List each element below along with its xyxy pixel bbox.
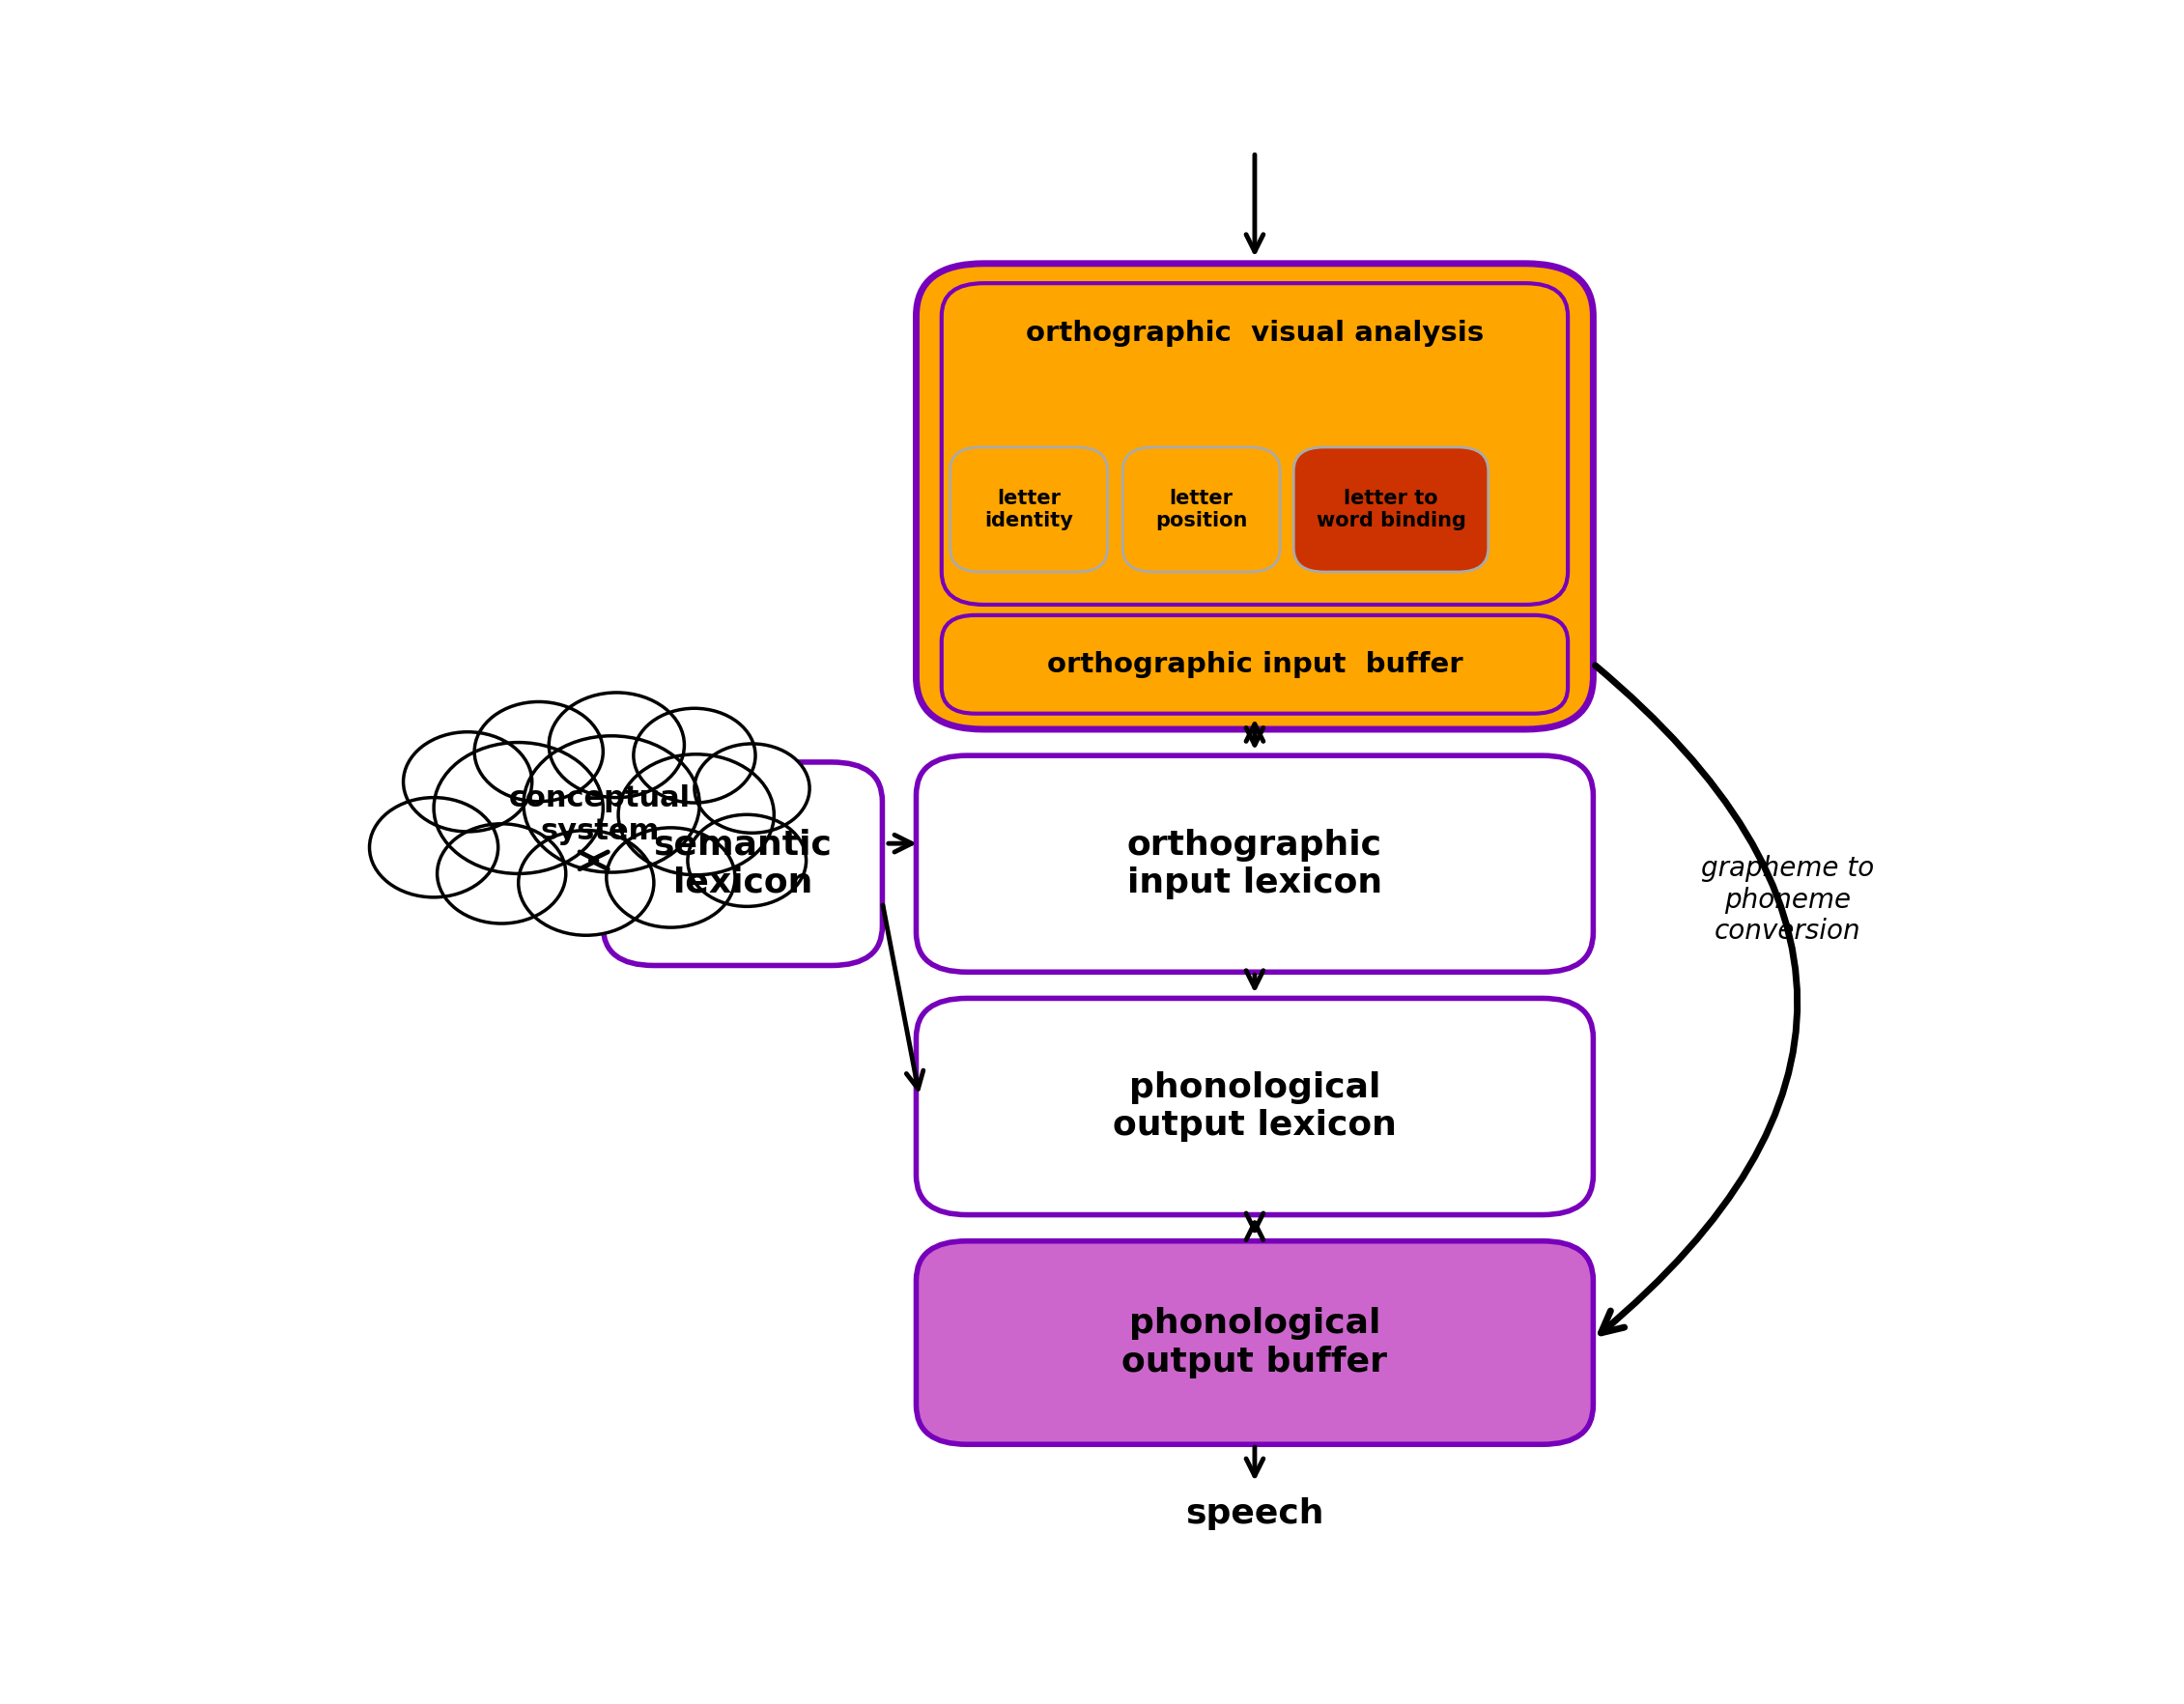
Circle shape xyxy=(474,702,603,801)
FancyBboxPatch shape xyxy=(941,615,1568,714)
Circle shape xyxy=(618,755,773,874)
Text: phonological
output buffer: phonological output buffer xyxy=(1123,1307,1387,1379)
Circle shape xyxy=(404,733,533,832)
Circle shape xyxy=(633,709,756,803)
Circle shape xyxy=(688,815,806,907)
Circle shape xyxy=(548,692,684,797)
Text: semantic
lexicon: semantic lexicon xyxy=(653,828,832,900)
FancyBboxPatch shape xyxy=(950,446,1107,573)
FancyBboxPatch shape xyxy=(603,762,882,966)
FancyArrowPatch shape xyxy=(1594,666,1797,1333)
Text: grapheme to
phoneme
conversion: grapheme to phoneme conversion xyxy=(1701,855,1874,944)
FancyBboxPatch shape xyxy=(1123,446,1280,573)
FancyBboxPatch shape xyxy=(917,264,1594,729)
Circle shape xyxy=(524,736,699,872)
FancyBboxPatch shape xyxy=(917,999,1594,1215)
Circle shape xyxy=(518,830,653,935)
FancyBboxPatch shape xyxy=(941,283,1568,605)
Text: letter to
word binding: letter to word binding xyxy=(1317,489,1465,530)
Text: letter
identity: letter identity xyxy=(985,489,1072,530)
Circle shape xyxy=(369,797,498,898)
Text: phonological
output lexicon: phonological output lexicon xyxy=(1114,1072,1396,1142)
Text: speech: speech xyxy=(1186,1496,1324,1530)
Circle shape xyxy=(435,743,603,874)
Text: orthographic
input lexicon: orthographic input lexicon xyxy=(1127,828,1382,900)
Text: conceptual
system: conceptual system xyxy=(509,784,690,845)
FancyBboxPatch shape xyxy=(917,755,1594,971)
Circle shape xyxy=(607,828,736,927)
FancyBboxPatch shape xyxy=(917,1241,1594,1445)
Circle shape xyxy=(695,743,810,833)
Circle shape xyxy=(437,823,566,924)
Text: orthographic input  buffer: orthographic input buffer xyxy=(1046,651,1463,678)
Text: orthographic  visual analysis: orthographic visual analysis xyxy=(1026,320,1483,346)
Text: letter
position: letter position xyxy=(1155,489,1247,530)
FancyBboxPatch shape xyxy=(1293,446,1487,573)
